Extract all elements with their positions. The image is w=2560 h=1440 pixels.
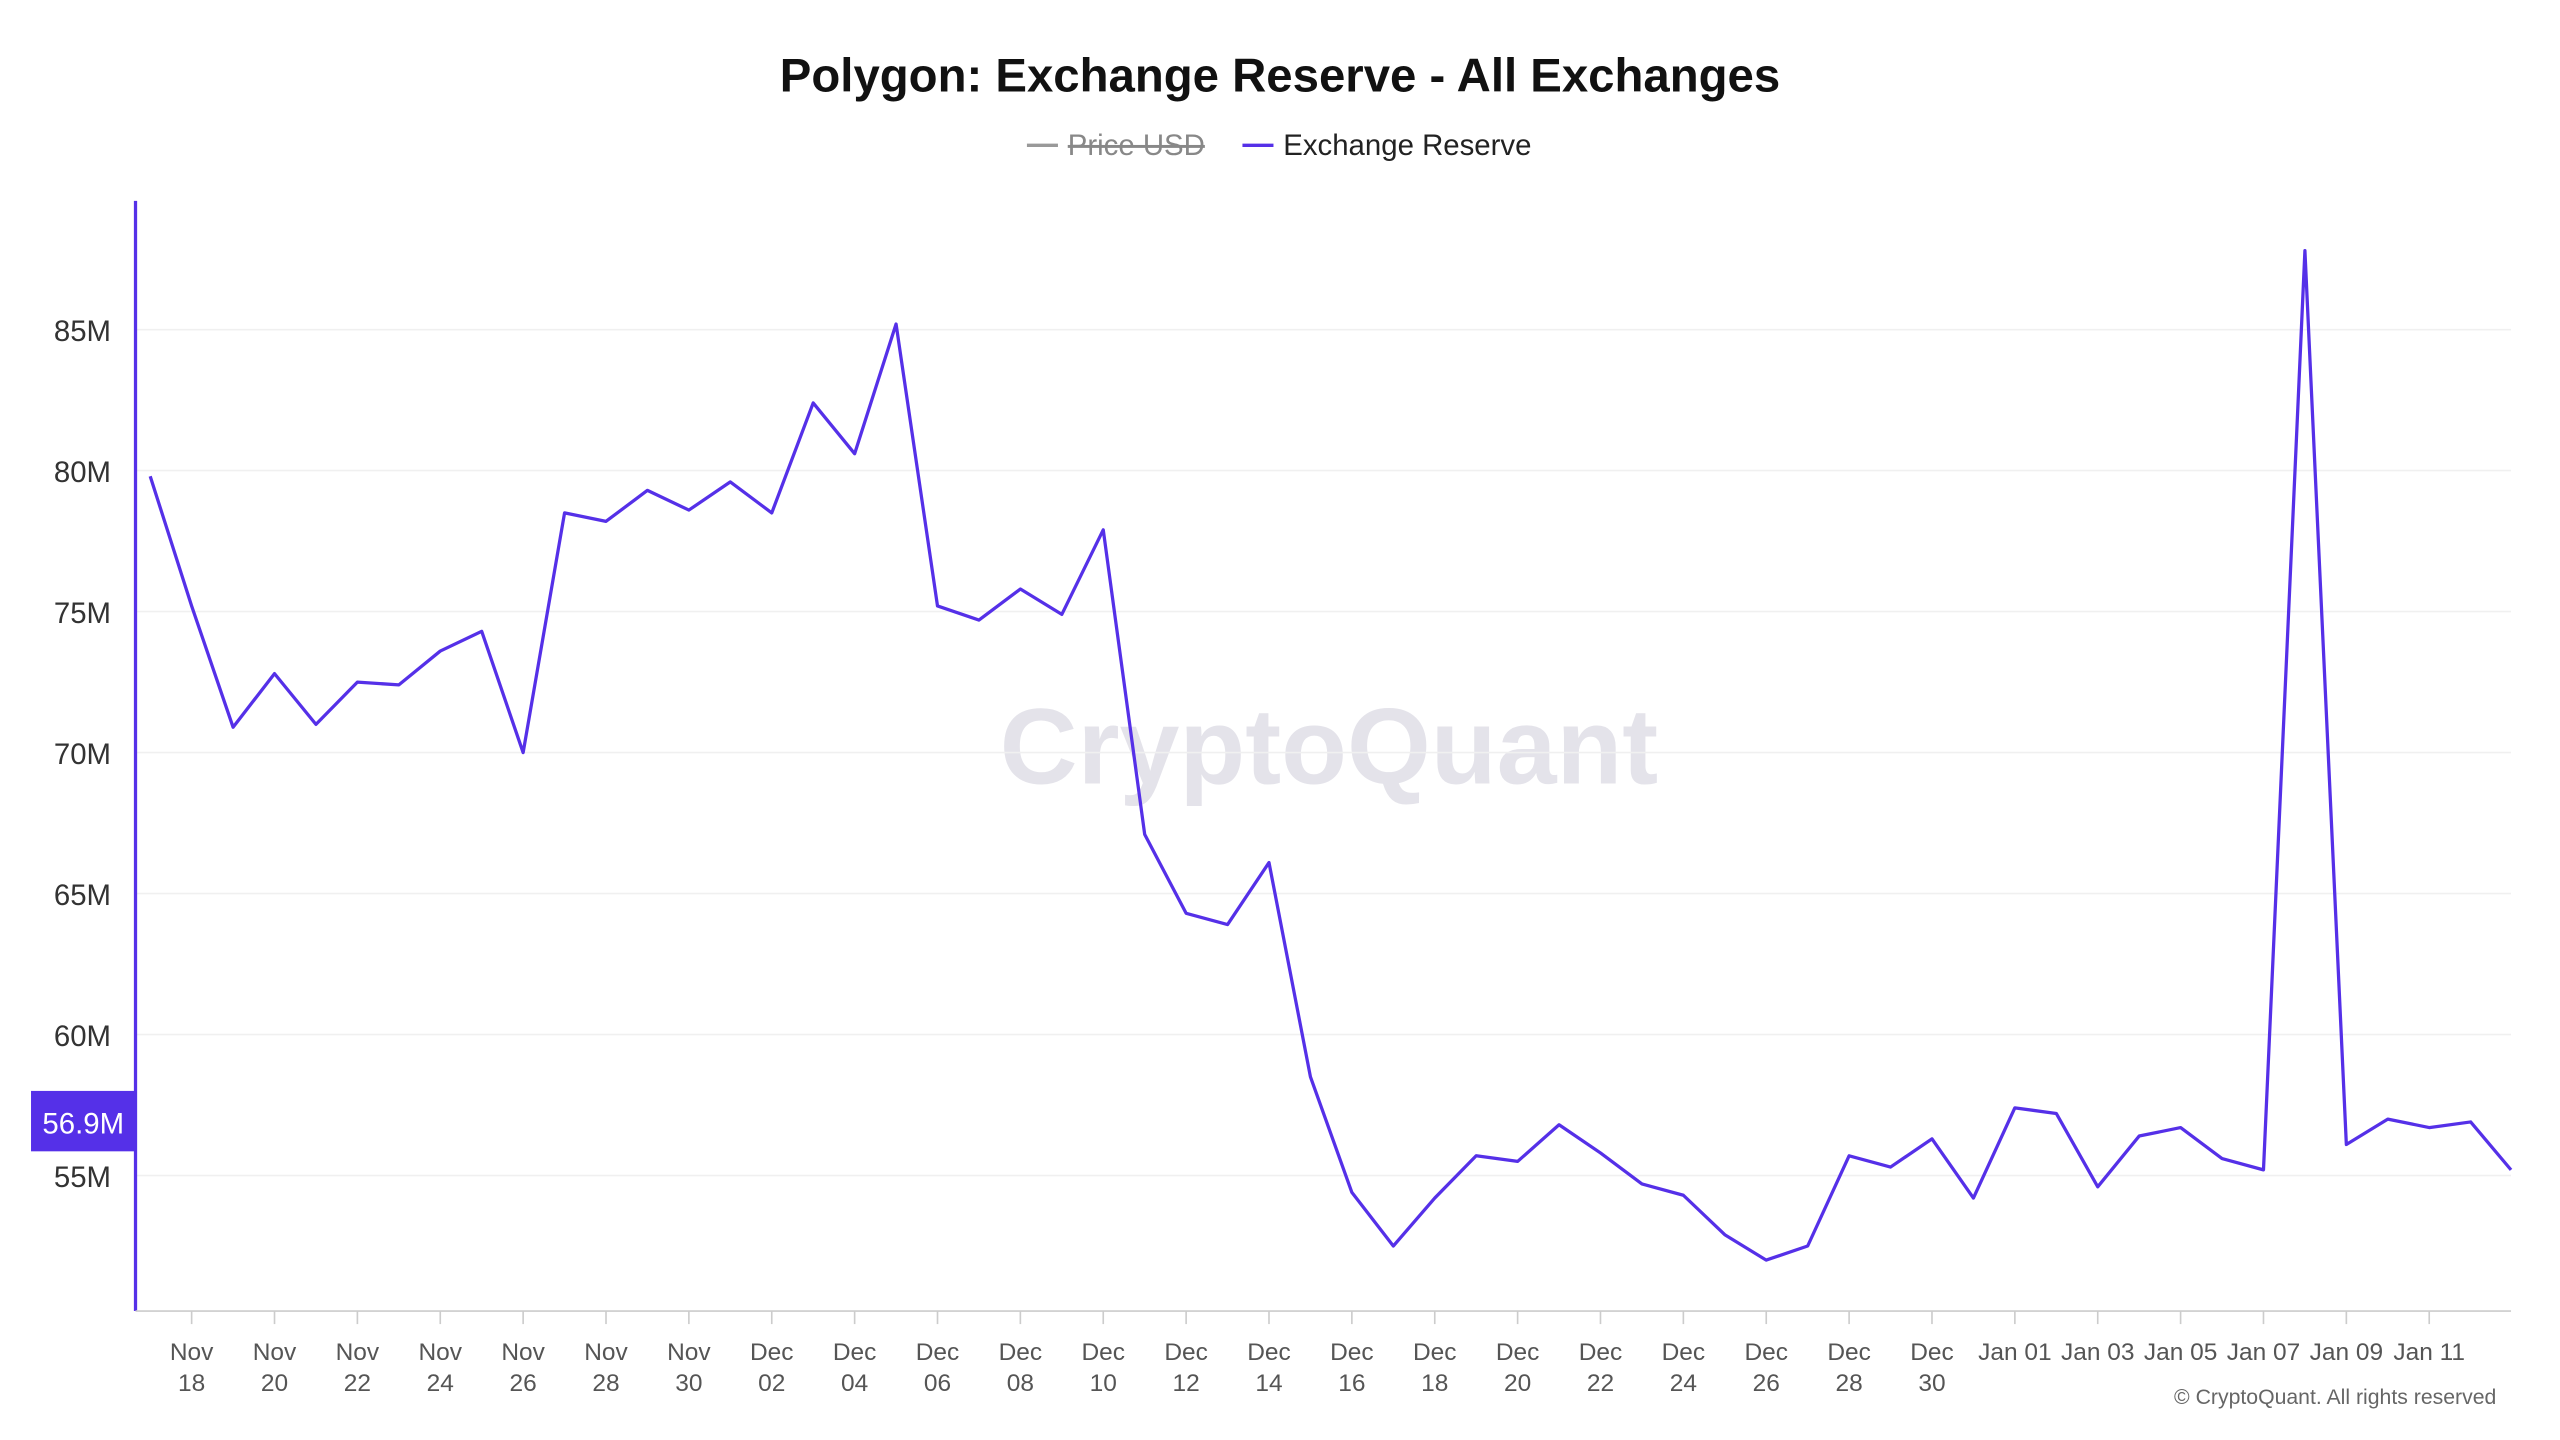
x-tick-label: 16: [1338, 1370, 1365, 1397]
x-tick-label: Dec: [1413, 1339, 1457, 1366]
x-tick-label: Nov: [501, 1339, 545, 1366]
x-tick-label: 24: [427, 1370, 454, 1397]
x-tick-label: Dec: [1496, 1339, 1540, 1366]
x-tick-label: Jan 07: [2227, 1339, 2300, 1366]
x-tick-label: 22: [1587, 1370, 1614, 1397]
x-tick-label: 30: [1918, 1370, 1945, 1397]
x-tick-label: Dec: [1164, 1339, 1208, 1366]
x-axis: Nov 18 Nov 20 Nov 22 Nov 24 Nov 26 Nov 28 Nov 30 Dec 02…: [170, 1311, 2465, 1397]
x-tick-label: 12: [1173, 1370, 1200, 1397]
x-tick-label: Nov: [667, 1339, 711, 1366]
y-axis: 55M 60M 65M 70M 75M 80M 85M: [54, 315, 111, 1194]
x-tick-label: Dec: [1662, 1339, 1706, 1366]
x-tick-label: 02: [758, 1370, 785, 1397]
legend-item-exchange-reserve[interactable]: Exchange Reserve: [1242, 129, 1531, 162]
x-tick-label: 18: [1421, 1370, 1448, 1397]
x-tick-label: 06: [924, 1370, 951, 1397]
x-tick-label: Dec: [1827, 1339, 1871, 1366]
x-tick-label: Jan 01: [1978, 1339, 2051, 1366]
x-tick-label: Jan 09: [2310, 1339, 2383, 1366]
x-tick-label: Dec: [916, 1339, 960, 1366]
x-tick-label: 18: [178, 1370, 205, 1397]
exchange-reserve-line: [148, 249, 2513, 1262]
x-tick-label: 26: [1753, 1370, 1780, 1397]
x-tick-label: Dec: [750, 1339, 794, 1366]
x-tick-label: Dec: [833, 1339, 877, 1366]
x-tick-label: Nov: [253, 1339, 297, 1366]
x-tick-label: 14: [1255, 1370, 1282, 1397]
x-tick-label: Dec: [1247, 1339, 1291, 1366]
x-tick-label: Nov: [336, 1339, 380, 1366]
y-tick-label: 55M: [54, 1161, 111, 1194]
legend-item-price-usd[interactable]: Price USD: [1026, 129, 1205, 162]
x-tick-label: 28: [1836, 1370, 1863, 1397]
x-tick-label: Dec: [1330, 1339, 1374, 1366]
y-tick-label: 75M: [54, 597, 111, 630]
grid-lines: [135, 328, 2512, 1177]
y-tick-label: 80M: [54, 456, 111, 489]
legend-label-price-usd: Price USD: [1068, 129, 1205, 162]
x-tick-label: Nov: [419, 1339, 463, 1366]
x-tick-label: 10: [1090, 1370, 1117, 1397]
watermark: CryptoQuant: [1000, 686, 1658, 807]
x-tick-label: 04: [841, 1370, 868, 1397]
x-tick-label: Dec: [1744, 1339, 1788, 1366]
y-tick-label: 85M: [54, 315, 111, 348]
x-tick-label: Dec: [1081, 1339, 1125, 1366]
x-tick-label: 26: [510, 1370, 537, 1397]
x-tick-label: 20: [261, 1370, 288, 1397]
x-tick-label: Dec: [1910, 1339, 1954, 1366]
x-tick-label: Jan 05: [2144, 1339, 2217, 1366]
x-tick-label: 28: [592, 1370, 619, 1397]
current-value-label: 56.9M: [42, 1107, 124, 1140]
y-tick-label: 70M: [54, 738, 111, 771]
x-tick-label: Nov: [170, 1339, 214, 1366]
x-tick-label: 24: [1670, 1370, 1697, 1397]
y-tick-label: 60M: [54, 1020, 111, 1053]
x-tick-label: 08: [1007, 1370, 1034, 1397]
x-tick-label: Jan 03: [2061, 1339, 2134, 1366]
x-tick-label: Dec: [1579, 1339, 1623, 1366]
x-tick-label: Nov: [584, 1339, 628, 1366]
legend: Price USD Exchange Reserve: [1026, 129, 1531, 162]
y-tick-label: 65M: [54, 879, 111, 912]
chart-title: Polygon: Exchange Reserve - All Exchange…: [780, 49, 1780, 102]
legend-label-exchange-reserve: Exchange Reserve: [1283, 129, 1531, 162]
current-value-badge: 56.9M: [31, 1090, 136, 1152]
x-tick-label: 20: [1504, 1370, 1531, 1397]
x-tick-label: Dec: [999, 1339, 1043, 1366]
copyright: © CryptoQuant. All rights reserved: [2174, 1386, 2496, 1409]
x-tick-label: 22: [344, 1370, 371, 1397]
x-tick-label: Jan 11: [2393, 1339, 2465, 1366]
x-tick-label: 30: [675, 1370, 702, 1397]
